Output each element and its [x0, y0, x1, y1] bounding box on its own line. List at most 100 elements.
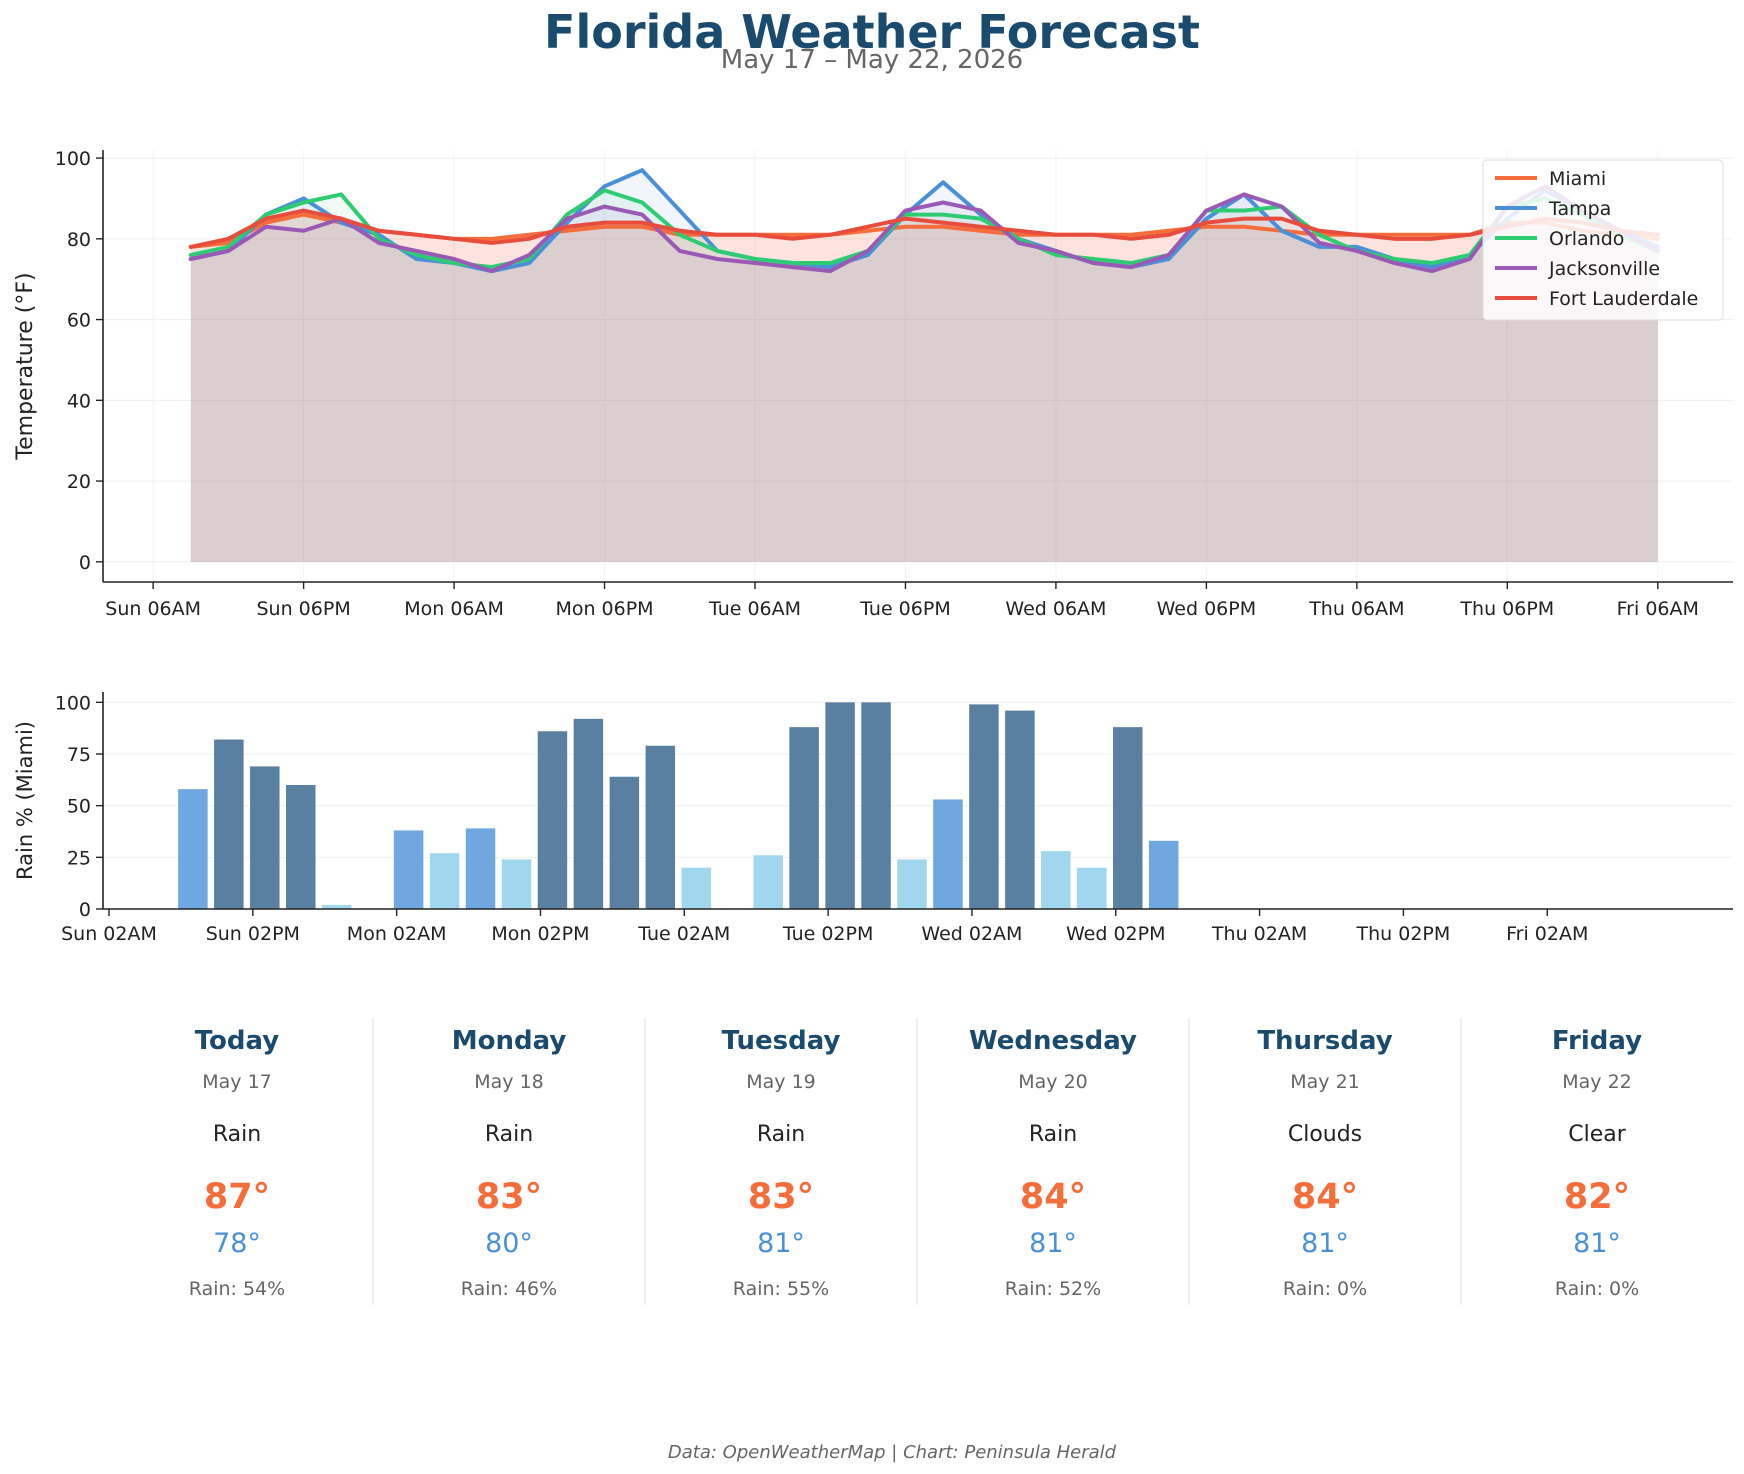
data-point — [265, 226, 267, 228]
series-area-4 — [190, 210, 1658, 562]
x-tick-label: Tue 06AM — [708, 598, 801, 620]
rain-bar — [429, 853, 460, 909]
data-point — [754, 262, 756, 264]
figure-title: Florida Weather Forecast — [544, 5, 1200, 59]
data-point — [491, 238, 493, 240]
rain-bar — [393, 830, 424, 909]
data-point — [528, 254, 530, 256]
y-axis-label: Rain % (Miami) — [13, 721, 37, 880]
data-point — [603, 226, 606, 228]
x-tick-label: Mon 02AM — [347, 923, 447, 945]
forecast-day: Wednesday — [969, 1026, 1137, 1056]
x-tick-label: Fri 06AM — [1617, 598, 1699, 620]
data-point — [603, 185, 606, 187]
rain-bar — [501, 859, 532, 909]
data-point — [1393, 234, 1396, 236]
forecast-date: May 21 — [1290, 1071, 1360, 1093]
data-point — [1318, 246, 1320, 248]
rain-bar — [321, 904, 352, 909]
data-point — [528, 238, 530, 240]
data-point — [641, 201, 643, 204]
x-tick-label: Mon 06PM — [555, 598, 653, 620]
forecast-date: May 22 — [1562, 1071, 1632, 1093]
data-point — [679, 209, 681, 212]
x-tick-label: Wed 06AM — [1005, 598, 1106, 620]
data-point — [867, 250, 869, 252]
data-point — [303, 213, 305, 216]
rain-bar — [1077, 867, 1107, 909]
series-area-0 — [190, 214, 1658, 562]
data-point — [641, 213, 643, 216]
y-tick-label: 0 — [79, 899, 91, 921]
data-point — [1168, 230, 1170, 232]
data-point — [679, 230, 681, 232]
data-point — [829, 266, 831, 268]
data-point — [1281, 205, 1283, 208]
data-point — [1243, 218, 1245, 220]
data-point — [1469, 234, 1471, 236]
data-point — [980, 230, 982, 232]
data-point — [566, 218, 568, 220]
data-point — [1130, 234, 1132, 236]
data-point — [867, 230, 869, 232]
data-point — [265, 213, 267, 216]
x-tick-label: Fri 02AM — [1506, 923, 1588, 945]
forecast-condition: Clear — [1568, 1122, 1626, 1147]
data-point — [1318, 234, 1320, 236]
data-point — [603, 222, 606, 224]
data-point — [603, 205, 606, 208]
legend-entry: Miami — [1549, 168, 1606, 190]
data-point — [1092, 258, 1095, 260]
y-tick-label: 100 — [55, 692, 91, 714]
data-point — [942, 181, 944, 183]
data-point — [1017, 234, 1019, 236]
rain-bar — [861, 702, 891, 909]
data-point — [980, 213, 982, 216]
forecast-condition: Rain — [1029, 1122, 1077, 1147]
rain-bar — [178, 789, 208, 909]
data-point — [1281, 218, 1283, 220]
rain-bar — [1005, 710, 1035, 909]
data-point — [980, 209, 982, 212]
data-point — [528, 234, 530, 236]
x-tick-label: Sun 06PM — [257, 598, 351, 620]
data-point — [566, 213, 568, 216]
forecast-low: 80° — [485, 1228, 533, 1259]
figure-subtitle: May 17 – May 22, 2026 — [721, 45, 1023, 75]
rain-bar — [250, 766, 280, 909]
data-point — [1281, 230, 1283, 232]
forecast-rain: Rain: 0% — [1283, 1278, 1367, 1300]
rain-bar — [609, 776, 640, 909]
forecast-rain: Rain: 55% — [733, 1278, 829, 1300]
forecast-rain: Rain: 0% — [1555, 1278, 1639, 1300]
data-point — [1092, 234, 1095, 236]
data-point — [265, 222, 267, 224]
y-axis-label: Temperature (°F) — [13, 272, 38, 460]
data-point — [867, 254, 869, 256]
x-tick-label: Wed 06PM — [1157, 598, 1257, 620]
data-point — [754, 234, 756, 236]
rain-bar — [1148, 840, 1179, 909]
data-point — [378, 242, 380, 244]
rain-bar — [1112, 727, 1143, 909]
forecast-condition: Rain — [213, 1122, 261, 1147]
forecast-panel: Today May 17 Rain 87° 78° Rain: 54% Monday May … — [189, 1018, 1642, 1305]
y-tick-label: 40 — [67, 390, 91, 412]
data-point — [904, 209, 907, 212]
data-point — [641, 222, 643, 224]
x-tick-label: Thu 02AM — [1211, 923, 1307, 945]
data-point — [453, 258, 455, 260]
data-point — [303, 197, 305, 200]
data-point — [566, 230, 568, 232]
temperature-panel: 0 20 40 60 80 100 Sun 06AM Sun 06PM Mon 06AM Mon … — [13, 148, 1733, 620]
data-point — [265, 218, 267, 220]
forecast-date: May 19 — [746, 1071, 816, 1093]
forecast-day: Today — [195, 1026, 280, 1056]
x-tick-label: Sun 06AM — [105, 598, 201, 620]
rain-bar — [573, 718, 604, 909]
data-point — [566, 226, 568, 228]
legend-entry: Jacksonville — [1548, 258, 1660, 280]
data-point — [716, 234, 718, 236]
rain-bar — [825, 702, 855, 909]
data-point — [754, 258, 756, 260]
